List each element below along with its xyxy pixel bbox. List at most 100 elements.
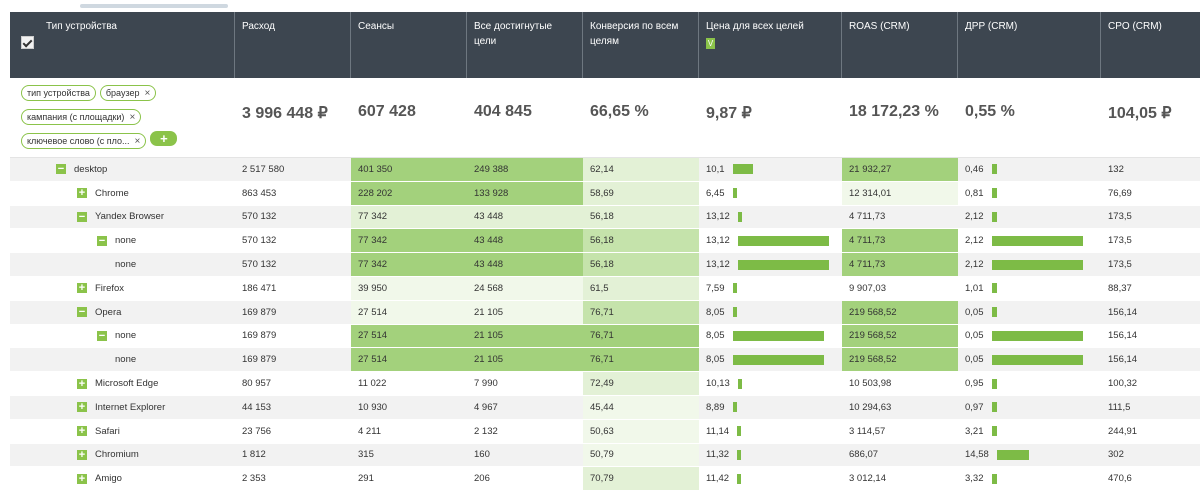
expand-icon[interactable]: + — [77, 377, 87, 390]
cell-spend: 570 132 — [235, 206, 351, 229]
filter-chip[interactable]: ключевое слово (с пло... × — [21, 133, 147, 149]
table-header: Тип устройства Расход Сеансы Все достигнуты… — [10, 12, 1200, 78]
cell-spend: 863 453 — [235, 182, 351, 205]
row-dimension: − desktop — [10, 158, 235, 181]
table-row[interactable]: + Chromium 1 812 315 160 50,79 11,32 686,07 14,5… — [10, 443, 1200, 468]
price-bar — [737, 259, 829, 270]
row-dimension: + Chromium — [10, 444, 235, 467]
cell-value: 70,79 — [590, 473, 614, 485]
table-row[interactable]: − none 570 132 77 342 43 448 56,18 13,12 4 711,… — [10, 229, 1200, 254]
cell-value: 2,12 — [965, 259, 984, 271]
cell-value: 228 202 — [358, 187, 393, 199]
row-name: none — [115, 354, 137, 366]
table-row[interactable]: − Opera 169 879 27 514 21 105 76,71 8,05 219 56… — [10, 300, 1200, 325]
cell-cpo: 132 — [1101, 158, 1200, 181]
header-drr[interactable]: ДРР (CRM) — [958, 12, 1101, 78]
header-price[interactable]: Цена для всех целей V — [699, 12, 842, 78]
cell-roas: 3 114,57 — [842, 420, 958, 443]
filter-chip[interactable]: кампания (с площадки) × — [21, 109, 142, 125]
row-dimension: + Amigo — [10, 467, 235, 490]
header-spend[interactable]: Расход — [235, 12, 351, 78]
cell-value: 0,05 — [965, 330, 984, 342]
report-grid: Тип устройства Расход Сеансы Все достигнуты… — [10, 12, 1200, 491]
cell-value: 10 930 — [358, 401, 388, 413]
cell-drr: 0,81 — [958, 182, 1101, 205]
table-row[interactable]: − desktop 2 517 580 401 350 249 388 62,14 10,1… — [10, 158, 1200, 182]
cell-spend: 169 879 — [235, 301, 351, 324]
cell-value: 43 448 — [474, 211, 504, 223]
header-conv[interactable]: Конверсия по всем целям — [583, 12, 699, 78]
cell-spend: 570 132 — [235, 253, 351, 276]
cell-value: 291 — [358, 473, 374, 485]
table-row[interactable]: + Microsoft Edge 80 957 11 022 7 990 72,49 10,… — [10, 372, 1200, 396]
header-roas[interactable]: ROAS (CRM) — [842, 12, 958, 78]
cell-value: 76,71 — [590, 354, 614, 366]
cell-goals: 206 — [467, 467, 583, 490]
collapse-icon[interactable]: − — [77, 210, 87, 223]
cell-conv: 61,5 — [583, 276, 699, 300]
cell-sessions: 4 211 — [351, 420, 467, 443]
cell-spend: 1 812 — [235, 444, 351, 467]
cell-drr: 0,05 — [958, 348, 1101, 371]
table-row[interactable]: − none 169 879 27 514 21 105 76,71 8,05 219 568… — [10, 324, 1200, 349]
collapse-icon[interactable]: − — [97, 234, 107, 247]
header-sessions[interactable]: Сеансы — [351, 12, 467, 78]
expand-icon[interactable]: + — [77, 448, 87, 461]
expand-icon[interactable]: + — [77, 401, 87, 414]
cell-price: 8,05 — [699, 325, 842, 348]
table-row[interactable]: none 169 879 27 514 21 105 76,71 8,05 219 568,… — [10, 348, 1200, 373]
table-row[interactable]: + Firefox 186 471 39 950 24 568 61,5 7,59 9 907… — [10, 276, 1200, 301]
table-row[interactable]: − Yandex Browser 570 132 77 342 43 448 56,18 1… — [10, 205, 1200, 230]
select-all-checkbox[interactable] — [21, 36, 34, 49]
table-row[interactable]: + Amigo 2 353 291 206 70,79 11,42 3 012,14 3,32 4… — [10, 467, 1200, 491]
expand-icon[interactable]: + — [77, 425, 87, 438]
cell-value: 173,5 — [1108, 211, 1132, 223]
cell-cpo: 156,14 — [1101, 348, 1200, 371]
cell-value: 4 211 — [358, 425, 382, 437]
cell-value: 62,14 — [590, 163, 614, 175]
table-row[interactable]: + Internet Explorer 44 153 10 930 4 967 45,44… — [10, 395, 1200, 420]
expand-icon[interactable]: + — [77, 282, 87, 295]
collapse-icon[interactable]: − — [77, 306, 87, 319]
table-row[interactable]: none 570 132 77 342 43 448 56,18 13,12 4 711,7… — [10, 253, 1200, 277]
collapse-icon[interactable]: − — [56, 163, 66, 176]
remove-chip-icon[interactable]: × — [134, 135, 141, 147]
remove-chip-icon[interactable]: × — [144, 87, 151, 99]
cell-cpo: 156,14 — [1101, 301, 1200, 324]
table-row[interactable]: + Chrome 863 453 228 202 133 928 58,69 6,45 12 … — [10, 181, 1200, 206]
total-conv: 66,65 % — [590, 103, 649, 120]
header-device[interactable]: Тип устройства — [10, 12, 235, 78]
cell-value: 156,14 — [1108, 306, 1138, 318]
price-bar — [737, 449, 742, 460]
cell-conv: 76,71 — [583, 324, 699, 348]
row-name: Safari — [95, 425, 120, 437]
cell-value: 80 957 — [242, 378, 272, 390]
cell-value: 7,59 — [706, 282, 725, 294]
add-filter-button[interactable]: + — [150, 131, 178, 146]
table-row[interactable]: + Safari 23 756 4 211 2 132 50,63 11,14 3 114,5… — [10, 419, 1200, 444]
filter-chip-label: браузер — [105, 88, 140, 98]
cell-value: 4 967 — [474, 401, 498, 413]
horizontal-scrollbar[interactable] — [80, 4, 228, 8]
cell-roas: 4 711,73 — [842, 206, 958, 229]
cell-spend: 2 517 580 — [235, 158, 351, 181]
cell-value: 56,18 — [590, 259, 614, 271]
collapse-icon[interactable]: − — [97, 329, 107, 342]
cell-sessions: 27 514 — [351, 348, 467, 372]
row-dimension: none — [10, 253, 235, 276]
drr-bar — [991, 164, 997, 175]
cell-value: 133 928 — [474, 187, 509, 199]
filter-chip[interactable]: браузер × — [99, 85, 157, 101]
expand-icon[interactable]: + — [77, 187, 87, 200]
header-cpo[interactable]: CPO (CRM) — [1101, 12, 1200, 78]
table-body: − desktop 2 517 580 401 350 249 388 62,14 10,1… — [10, 158, 1200, 491]
header-goals[interactable]: Все достигнутые цели — [467, 12, 583, 78]
cell-drr: 0,05 — [958, 301, 1101, 324]
filter-chip[interactable]: тип устройства — [21, 85, 96, 101]
cell-drr: 2,12 — [958, 206, 1101, 229]
price-sort-badge[interactable]: V — [706, 38, 715, 49]
remove-chip-icon[interactable]: × — [129, 111, 136, 123]
expand-icon[interactable]: + — [77, 472, 87, 485]
cell-sessions: 291 — [351, 467, 467, 490]
price-bar — [732, 402, 737, 413]
